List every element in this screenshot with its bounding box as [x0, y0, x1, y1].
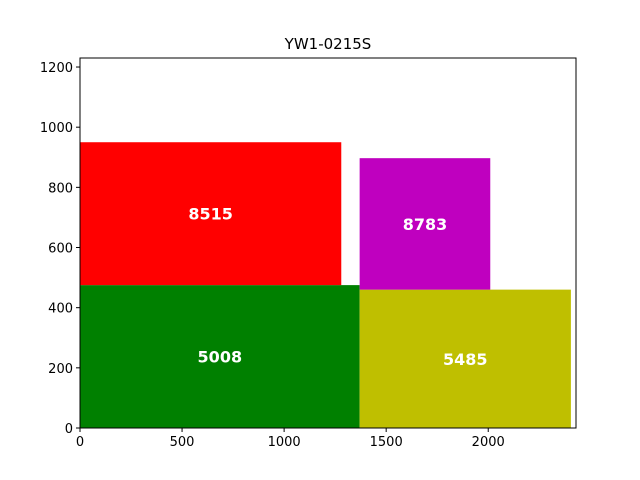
rect-5485 [359, 289, 571, 428]
y-tick-label: 400 [48, 302, 73, 317]
x-tick-label: 2000 [472, 435, 505, 450]
rect-8515 [80, 142, 342, 286]
plot-area-frame [79, 57, 577, 429]
chart-title: YW1-0215S [284, 35, 372, 53]
y-tick-label: 800 [48, 181, 73, 196]
rect-label-5008: 5008 [198, 348, 243, 367]
rect-label-5485: 5485 [443, 350, 488, 369]
rect-5008 [80, 285, 360, 428]
x-tick-label: 0 [76, 435, 84, 450]
y-tick-label: 600 [48, 242, 73, 257]
rect-label-8783: 8783 [403, 215, 448, 234]
x-tick-label: 500 [170, 435, 195, 450]
rect-8783 [359, 158, 491, 290]
rectangles-group: 5008 5485 8515 8783 [80, 142, 571, 428]
x-tick-label: 1500 [370, 435, 403, 450]
rect-label-8515: 8515 [188, 205, 233, 224]
y-tick-label: 1000 [40, 121, 73, 136]
y-tick-label: 1200 [40, 61, 73, 76]
y-tick-label: 0 [65, 422, 73, 437]
x-tick-label: 1000 [268, 435, 301, 450]
x-axis-ticks: 0 500 1000 1500 2000 [76, 428, 505, 450]
y-axis-ticks: 0 200 400 600 800 1000 1200 [40, 61, 80, 437]
y-tick-label: 200 [48, 362, 73, 377]
